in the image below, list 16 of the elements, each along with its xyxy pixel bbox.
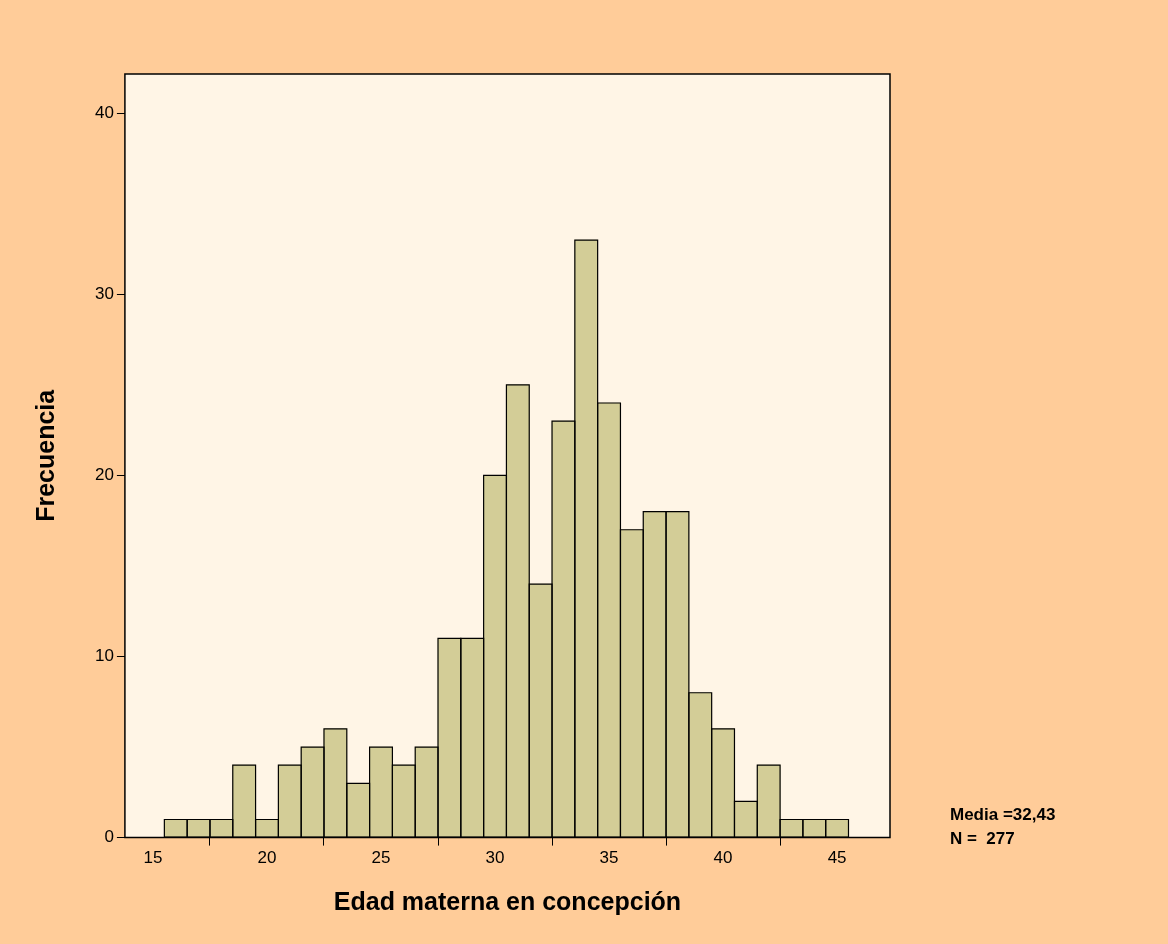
x-axis-title: Edad materna en concepción	[333, 886, 682, 915]
y-tick-label: 30	[94, 284, 114, 304]
x-tick-label: 40	[713, 848, 733, 868]
x-tick-label: 45	[827, 848, 847, 868]
x-tick-label: 25	[371, 848, 391, 868]
text: Media =32,43	[950, 805, 1056, 825]
x-tick-label: 20	[257, 848, 277, 868]
y-axis-title: Frecuencia	[30, 388, 59, 522]
x-tick-label: 15	[143, 848, 163, 868]
y-tick-label: 0	[104, 827, 114, 847]
y-tick-label: 10	[94, 646, 114, 666]
y-tick-label: 20	[94, 465, 114, 485]
x-tick-label: 35	[599, 848, 619, 868]
y-tick-label: 40	[94, 102, 114, 122]
text: N = 277	[950, 829, 1015, 849]
x-tick-label: 30	[485, 848, 505, 868]
